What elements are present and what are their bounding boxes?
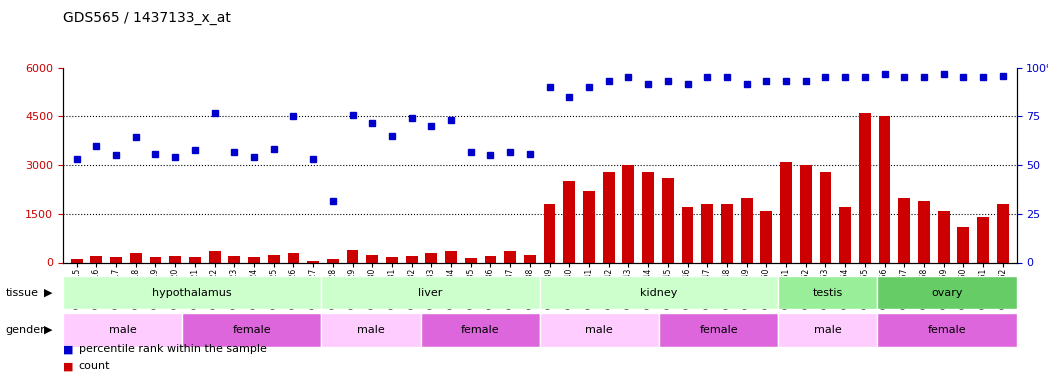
- FancyBboxPatch shape: [877, 313, 1017, 347]
- Bar: [839, 207, 851, 262]
- Bar: [918, 201, 930, 262]
- Bar: [170, 256, 181, 262]
- Text: female: female: [699, 325, 738, 335]
- Bar: [110, 257, 122, 262]
- FancyBboxPatch shape: [420, 313, 540, 347]
- Text: male: male: [109, 325, 136, 335]
- Bar: [367, 255, 378, 262]
- FancyBboxPatch shape: [540, 276, 778, 309]
- Bar: [761, 210, 772, 262]
- Bar: [287, 254, 300, 262]
- Bar: [859, 113, 871, 262]
- FancyBboxPatch shape: [63, 276, 321, 309]
- Bar: [406, 256, 417, 262]
- FancyBboxPatch shape: [778, 276, 877, 309]
- Bar: [741, 198, 752, 262]
- Bar: [209, 251, 220, 262]
- Text: percentile rank within the sample: percentile rank within the sample: [79, 344, 266, 354]
- Text: ■: ■: [63, 361, 73, 371]
- Bar: [150, 257, 161, 262]
- Bar: [878, 116, 891, 262]
- Bar: [564, 181, 575, 262]
- FancyBboxPatch shape: [877, 276, 1017, 309]
- Text: testis: testis: [812, 288, 843, 297]
- Text: kidney: kidney: [640, 288, 678, 297]
- FancyBboxPatch shape: [321, 313, 420, 347]
- Text: hypothalamus: hypothalamus: [152, 288, 232, 297]
- Bar: [603, 171, 614, 262]
- Bar: [484, 256, 497, 262]
- Text: female: female: [461, 325, 500, 335]
- Text: female: female: [233, 325, 271, 335]
- Text: tissue: tissue: [5, 288, 38, 297]
- Text: female: female: [927, 325, 966, 335]
- Bar: [583, 191, 595, 262]
- Bar: [681, 207, 694, 262]
- Bar: [662, 178, 674, 262]
- Text: male: male: [814, 325, 842, 335]
- Bar: [958, 227, 969, 262]
- Bar: [248, 257, 260, 262]
- Text: count: count: [79, 361, 110, 371]
- Bar: [268, 255, 280, 262]
- Bar: [544, 204, 555, 262]
- Bar: [90, 256, 103, 262]
- Bar: [189, 256, 201, 262]
- Text: ■: ■: [63, 344, 73, 354]
- FancyBboxPatch shape: [321, 276, 540, 309]
- Bar: [425, 254, 437, 262]
- FancyBboxPatch shape: [659, 313, 778, 347]
- FancyBboxPatch shape: [540, 313, 659, 347]
- Bar: [228, 256, 240, 262]
- Bar: [524, 255, 536, 262]
- Bar: [820, 171, 831, 262]
- Bar: [327, 259, 339, 262]
- Bar: [701, 204, 713, 262]
- Text: ▶: ▶: [44, 325, 52, 335]
- Bar: [465, 258, 477, 262]
- Bar: [898, 198, 910, 262]
- Bar: [780, 162, 792, 262]
- Bar: [938, 210, 949, 262]
- Bar: [130, 254, 141, 262]
- Text: male: male: [357, 325, 385, 335]
- Bar: [445, 252, 457, 262]
- Text: male: male: [586, 325, 613, 335]
- FancyBboxPatch shape: [778, 313, 877, 347]
- Bar: [977, 217, 989, 262]
- Bar: [347, 250, 358, 262]
- Bar: [504, 252, 516, 262]
- Bar: [386, 257, 398, 262]
- Bar: [997, 204, 1008, 262]
- FancyBboxPatch shape: [182, 313, 321, 347]
- Text: ▶: ▶: [44, 288, 52, 297]
- Bar: [307, 261, 319, 262]
- Bar: [800, 165, 811, 262]
- Bar: [623, 165, 634, 262]
- Text: ovary: ovary: [932, 288, 963, 297]
- FancyBboxPatch shape: [63, 313, 182, 347]
- Bar: [721, 204, 733, 262]
- Text: GDS565 / 1437133_x_at: GDS565 / 1437133_x_at: [63, 11, 231, 25]
- Text: liver: liver: [418, 288, 442, 297]
- Bar: [71, 259, 83, 262]
- Bar: [642, 171, 654, 262]
- Text: gender: gender: [5, 325, 45, 335]
